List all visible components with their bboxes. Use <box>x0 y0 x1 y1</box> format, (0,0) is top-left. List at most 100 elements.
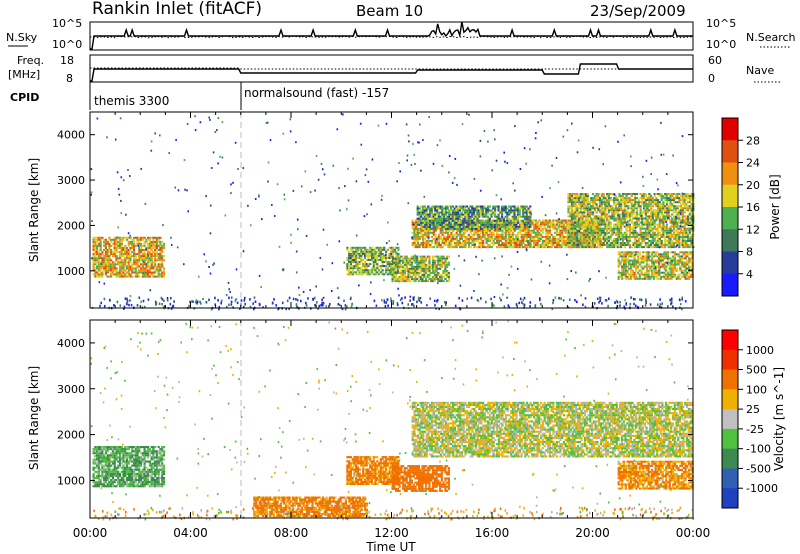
scatter-cell <box>579 203 582 206</box>
scatter-cell <box>595 197 598 200</box>
scatter-cell <box>393 250 396 253</box>
scatter-cell <box>602 233 605 236</box>
scatter-cell <box>524 239 527 242</box>
scatter-cell <box>453 233 456 236</box>
scatter-cell <box>639 229 642 232</box>
power-data <box>90 113 695 311</box>
scatter-cell <box>522 237 525 240</box>
scatter-cell <box>567 197 570 200</box>
scatter-cell <box>152 265 155 268</box>
scatter-cell <box>466 239 469 242</box>
scatter-cell <box>492 219 495 222</box>
scatter-cell <box>636 231 639 234</box>
scatter-cell <box>583 244 586 246</box>
scatter-cell <box>653 203 656 206</box>
scatter-cell <box>97 242 100 245</box>
scatter-cell <box>444 271 447 274</box>
scatter-cell <box>414 271 417 274</box>
scatter-cell <box>485 237 488 240</box>
scatter-cell <box>143 271 146 274</box>
beam-title: Beam 10 <box>356 2 423 20</box>
scatter-cell <box>435 259 438 262</box>
scatter-cell <box>577 217 581 220</box>
scatter-cell <box>595 217 598 220</box>
scatter-cell <box>476 205 479 208</box>
scatter-cell <box>370 252 374 255</box>
scatter-cell <box>522 242 525 244</box>
scatter-cell <box>665 253 668 256</box>
scatter-cell <box>356 269 359 272</box>
scatter-cell <box>459 221 462 224</box>
scatter-cell <box>574 215 577 218</box>
scatter-cell <box>522 235 525 238</box>
scatter-cell <box>462 235 465 238</box>
scatter-cell <box>620 205 623 208</box>
scatter-cell <box>504 229 507 232</box>
scatter-cell <box>677 253 680 256</box>
scatter-cell <box>581 201 584 204</box>
scatter-cell <box>402 280 405 283</box>
scatter-cell <box>569 215 572 218</box>
scatter-cell <box>626 269 629 272</box>
scatter-cell <box>103 238 106 241</box>
scatter-cell <box>636 246 639 249</box>
scatter-cell <box>479 227 483 230</box>
scatter-cell <box>657 211 660 214</box>
scatter-cell <box>425 225 428 228</box>
scatter-cell <box>665 209 669 212</box>
scatter-cell <box>104 255 107 258</box>
scatter-cell <box>154 257 157 260</box>
scatter-cell <box>531 239 534 242</box>
scatter-cell <box>579 223 582 226</box>
scatter-cell <box>140 242 143 245</box>
scatter-cell <box>155 247 158 249</box>
scatter-cell <box>666 257 670 260</box>
scatter-cell <box>450 227 453 230</box>
scatter-cell <box>639 193 642 195</box>
scatter-cell <box>159 249 162 251</box>
scatter-cell <box>103 257 106 260</box>
scatter-cell <box>485 211 488 214</box>
scatter-cell <box>487 207 490 210</box>
scatter-cell <box>414 255 417 258</box>
scatter-cell <box>677 263 680 266</box>
scatter-cell <box>644 251 647 254</box>
scatter-cell <box>154 251 157 254</box>
scatter-cell <box>567 244 570 246</box>
scatter-cell <box>101 275 104 278</box>
scatter-cell <box>499 219 502 222</box>
scatter-cell <box>650 203 653 206</box>
scatter-cell <box>425 242 428 244</box>
scatter-cell <box>422 244 425 246</box>
scatter-cell <box>570 199 574 202</box>
scatter-cell <box>487 227 490 230</box>
scatter-cell <box>660 239 663 242</box>
scatter-cell <box>437 211 440 214</box>
scatter-cell <box>351 267 354 270</box>
scatter-cell <box>494 221 497 224</box>
scatter-cell <box>99 273 102 276</box>
scatter-cell <box>499 233 502 236</box>
scatter-cell <box>439 221 442 224</box>
scatter-cell <box>607 231 610 234</box>
scatter-cell <box>138 259 141 262</box>
scatter-cell <box>541 246 544 249</box>
scatter-cell <box>99 271 102 274</box>
scatter-cell <box>376 271 379 274</box>
scatter-cell <box>658 273 661 276</box>
scatter-cell <box>472 209 476 212</box>
scatter-cell <box>688 201 691 204</box>
scatter-cell <box>676 233 679 236</box>
scatter-cell <box>430 205 433 208</box>
scatter-cell <box>628 217 632 220</box>
scatter-cell <box>562 227 566 230</box>
scatter-cell <box>111 273 115 276</box>
scatter-cell <box>446 215 449 218</box>
scatter-cell <box>641 221 644 224</box>
scatter-cell <box>651 253 654 256</box>
scatter-cell <box>616 229 619 232</box>
scatter-cell <box>351 250 354 253</box>
scatter-cell <box>448 211 451 214</box>
scatter-cell <box>646 229 649 232</box>
scatter-cell <box>487 215 490 218</box>
